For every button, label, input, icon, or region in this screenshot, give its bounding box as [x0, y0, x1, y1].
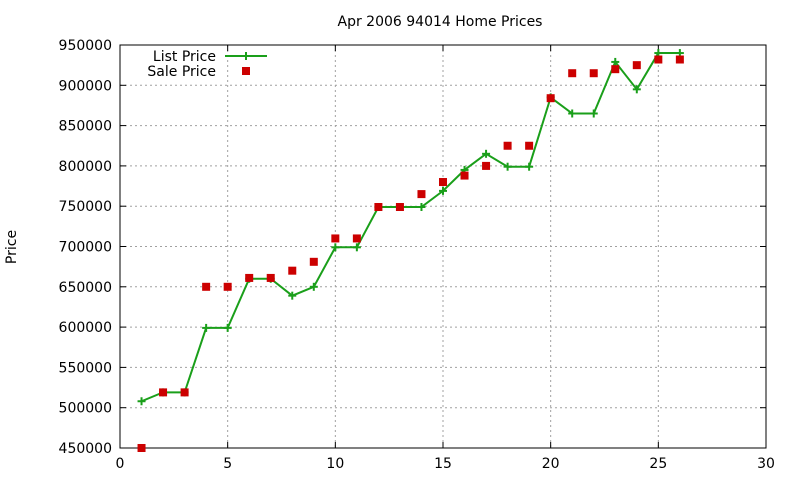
y-tick-label: 750000 [59, 199, 112, 215]
axis-ticks: 0 5 10 15 20 25 30 450000 500000 550000 600000 6500… [59, 38, 775, 472]
x-tick-label: 5 [223, 456, 232, 472]
x-tick-label: 10 [326, 456, 344, 472]
y-tick-label: 950000 [59, 38, 112, 54]
series-layer [137, 49, 684, 452]
sale-price-point [503, 141, 512, 150]
y-tick-label: 700000 [59, 240, 112, 256]
x-tick-label: 20 [542, 456, 560, 472]
x-tick-label: 0 [116, 456, 125, 472]
list-price-point [288, 291, 297, 300]
sale-price-point [180, 388, 189, 397]
sale-price-point [460, 171, 469, 180]
sale-price-point [202, 282, 211, 291]
sale-price-point [632, 61, 641, 70]
sale-price-point [395, 203, 404, 212]
legend-label-sale-price: Sale Price [147, 64, 216, 80]
sale-price-point [417, 190, 426, 199]
y-axis-label: Price [4, 230, 20, 264]
list-price-point [223, 323, 232, 332]
list-price-point [331, 243, 340, 252]
y-tick-label: 650000 [59, 280, 112, 296]
sale-price-point [223, 282, 232, 291]
list-price-point [568, 109, 577, 118]
list-price-point [632, 85, 641, 94]
sale-price-point [568, 69, 577, 78]
sale-price-point [309, 257, 318, 266]
legend-sample-list-price-cross [242, 52, 250, 60]
y-tick-label: 600000 [59, 320, 112, 336]
list-price-point [309, 282, 318, 291]
sale-price-point [482, 161, 491, 170]
sale-price-point [352, 234, 361, 243]
chart-title: Apr 2006 94014 Home Prices [338, 14, 543, 30]
legend-sample-sale-price [242, 67, 250, 75]
y-tick-label: 800000 [59, 159, 112, 175]
sale-price-point [546, 94, 555, 103]
x-tick-label: 25 [649, 456, 667, 472]
list-price-point [439, 186, 447, 195]
list-price-point [137, 397, 146, 406]
list-price-point [202, 323, 211, 332]
grid-lines [120, 45, 766, 448]
sale-price-point [589, 69, 598, 78]
sale-price-point [159, 388, 168, 397]
list-price-line [141, 52, 680, 403]
x-tick-label: 15 [434, 456, 452, 472]
sale-price-point [654, 55, 663, 64]
sale-price-point [374, 203, 383, 212]
sale-price-point [331, 234, 340, 243]
y-tick-label: 900000 [59, 78, 112, 94]
list-price-point [611, 57, 620, 66]
list-price-point [352, 243, 361, 252]
sale-price-point [288, 266, 297, 275]
list-price-point [525, 162, 534, 171]
y-tick-label: 550000 [59, 360, 112, 376]
y-tick-label: 500000 [59, 401, 112, 417]
sale-price-point [137, 444, 146, 452]
sale-price-point [439, 178, 447, 187]
sale-price-point [675, 55, 684, 64]
list-price-point [589, 109, 598, 118]
y-tick-label: 850000 [59, 119, 112, 135]
list-price-point [482, 149, 491, 158]
list-price-point [503, 162, 512, 171]
legend-label-list-price: List Price [153, 49, 216, 65]
sale-price-point [266, 273, 275, 282]
y-tick-label: 450000 [59, 441, 112, 457]
list-price-point [417, 203, 426, 212]
sale-price-point [245, 273, 254, 282]
x-tick-label: 30 [757, 456, 775, 472]
legend: List Price Sale Price [147, 49, 267, 80]
plot-frame [119, 44, 767, 449]
sale-price-point [611, 65, 620, 74]
sale-price-point [525, 141, 534, 150]
